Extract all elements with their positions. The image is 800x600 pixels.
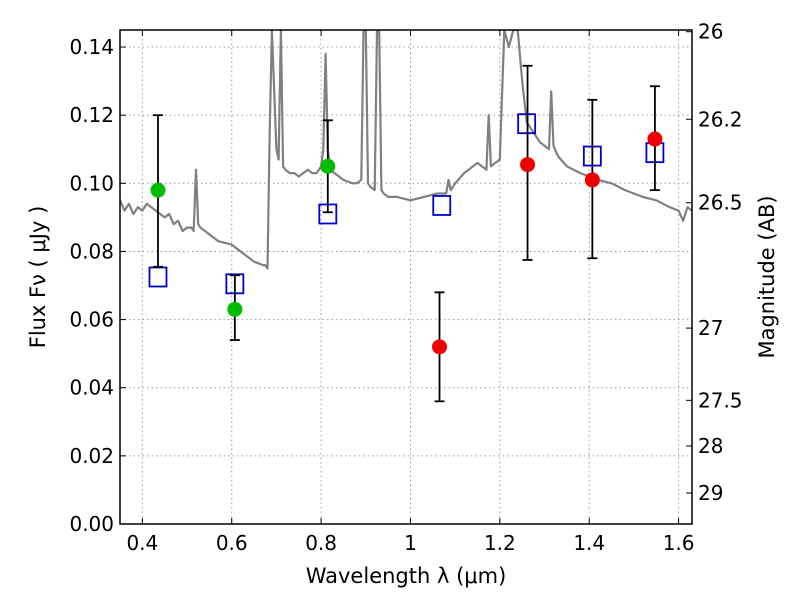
y-tick-label: 0.10: [69, 171, 114, 195]
y-tick-label: 0.02: [69, 444, 114, 468]
green-data-point: [320, 158, 336, 174]
model-square: [432, 195, 452, 216]
red-data-point: [432, 339, 448, 355]
green-data-point: [227, 301, 243, 317]
x-axis-label: Wavelength λ (μm): [306, 564, 507, 588]
x-tick-label: 1.6: [663, 531, 695, 555]
y-axis-label: Flux Fν ( μJy ): [26, 206, 50, 349]
y-tick-label: 0.08: [69, 239, 114, 263]
y-tick-label: 0.00: [69, 512, 114, 536]
x-tick-label: 1.2: [484, 531, 516, 555]
right-axis-label: Magnitude (AB): [755, 195, 779, 358]
green-data-point: [150, 182, 166, 198]
x-tick-label: 1: [404, 531, 417, 555]
y-tick-label: 0.14: [69, 35, 114, 59]
x-axis-ticks: 0.4 0.6 0.8 1 1.2 1.4 1.6: [126, 30, 695, 555]
right-tick-label: 27: [698, 316, 723, 340]
right-axis-ticks: 26 26.2 26.5 27 27.5 28 29: [686, 20, 743, 505]
right-tick-label: 27.5: [698, 388, 743, 412]
right-tick-label: 26.5: [698, 191, 743, 215]
plot-frame: [119, 29, 693, 525]
x-tick-label: 0.6: [216, 531, 248, 555]
right-tick-label: 29: [698, 481, 723, 505]
y-tick-label: 0.12: [69, 103, 114, 127]
x-tick-label: 0.4: [126, 531, 158, 555]
x-tick-label: 1.4: [573, 531, 605, 555]
y-tick-label: 0.06: [69, 308, 114, 332]
red-data-point: [520, 157, 536, 173]
red-data-point: [647, 131, 663, 147]
y-tick-label: 0.04: [69, 376, 114, 400]
right-tick-label: 26.2: [698, 107, 743, 131]
x-tick-label: 0.8: [305, 531, 337, 555]
right-tick-label: 26: [698, 20, 723, 44]
red-data-point: [584, 172, 600, 188]
spectrum-line: [120, 30, 692, 270]
y-axis-ticks: 0.00 0.02 0.04 0.06 0.08 0.10 0.12 0.14: [69, 35, 126, 536]
data-layer: [120, 30, 692, 403]
right-tick-label: 28: [698, 434, 723, 458]
